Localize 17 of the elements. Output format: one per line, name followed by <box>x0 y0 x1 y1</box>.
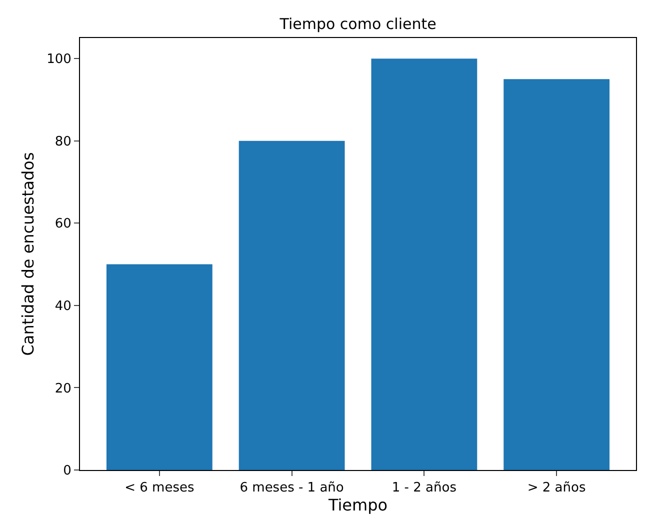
chart-title: Tiempo como cliente <box>278 14 436 33</box>
bar <box>504 79 610 470</box>
y-tick-label: 0 <box>63 464 72 479</box>
y-tick-label: 60 <box>54 216 72 232</box>
y-axis-title: Cantidad de encuestados <box>18 152 38 356</box>
x-tick-label: 1 - 2 años <box>392 480 457 496</box>
x-tick-label: > 2 años <box>527 480 586 496</box>
x-axis-title: Tiempo <box>327 496 388 515</box>
bar <box>238 140 345 470</box>
x-tick-label: < 6 meses <box>124 480 194 496</box>
bar <box>106 264 212 470</box>
y-tick-label: 100 <box>46 52 72 68</box>
y-tick-label: 20 <box>54 381 72 396</box>
y-tick-label: 40 <box>54 298 72 314</box>
bar <box>371 58 478 470</box>
y-tick-label: 80 <box>54 134 72 150</box>
x-tick-label: 6 meses - 1 año <box>240 480 344 496</box>
